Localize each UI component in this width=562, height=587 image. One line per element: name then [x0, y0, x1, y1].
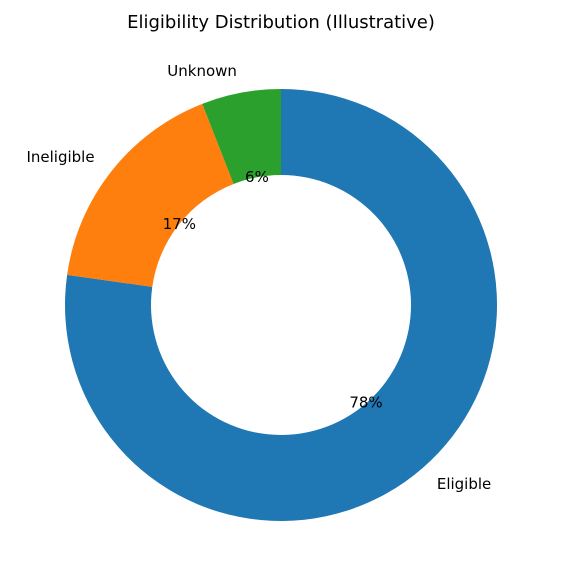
slice-label-unknown: Unknown [167, 62, 237, 80]
slice-label-eligible: Eligible [437, 475, 491, 493]
slice-eligible [65, 89, 498, 522]
slice-labels: Eligible 78% Ineligible 17% Unknown 6% [26, 62, 491, 493]
slice-label-ineligible: Ineligible [26, 148, 94, 166]
pct-label-eligible: 78% [349, 393, 382, 411]
chart-title: Eligibility Distribution (Illustrative) [127, 12, 435, 33]
slice-unknown [202, 89, 281, 184]
pct-label-ineligible: 17% [163, 215, 196, 233]
donut-slices [65, 89, 498, 522]
slice-ineligible [67, 103, 234, 287]
pct-label-unknown: 6% [245, 168, 269, 186]
